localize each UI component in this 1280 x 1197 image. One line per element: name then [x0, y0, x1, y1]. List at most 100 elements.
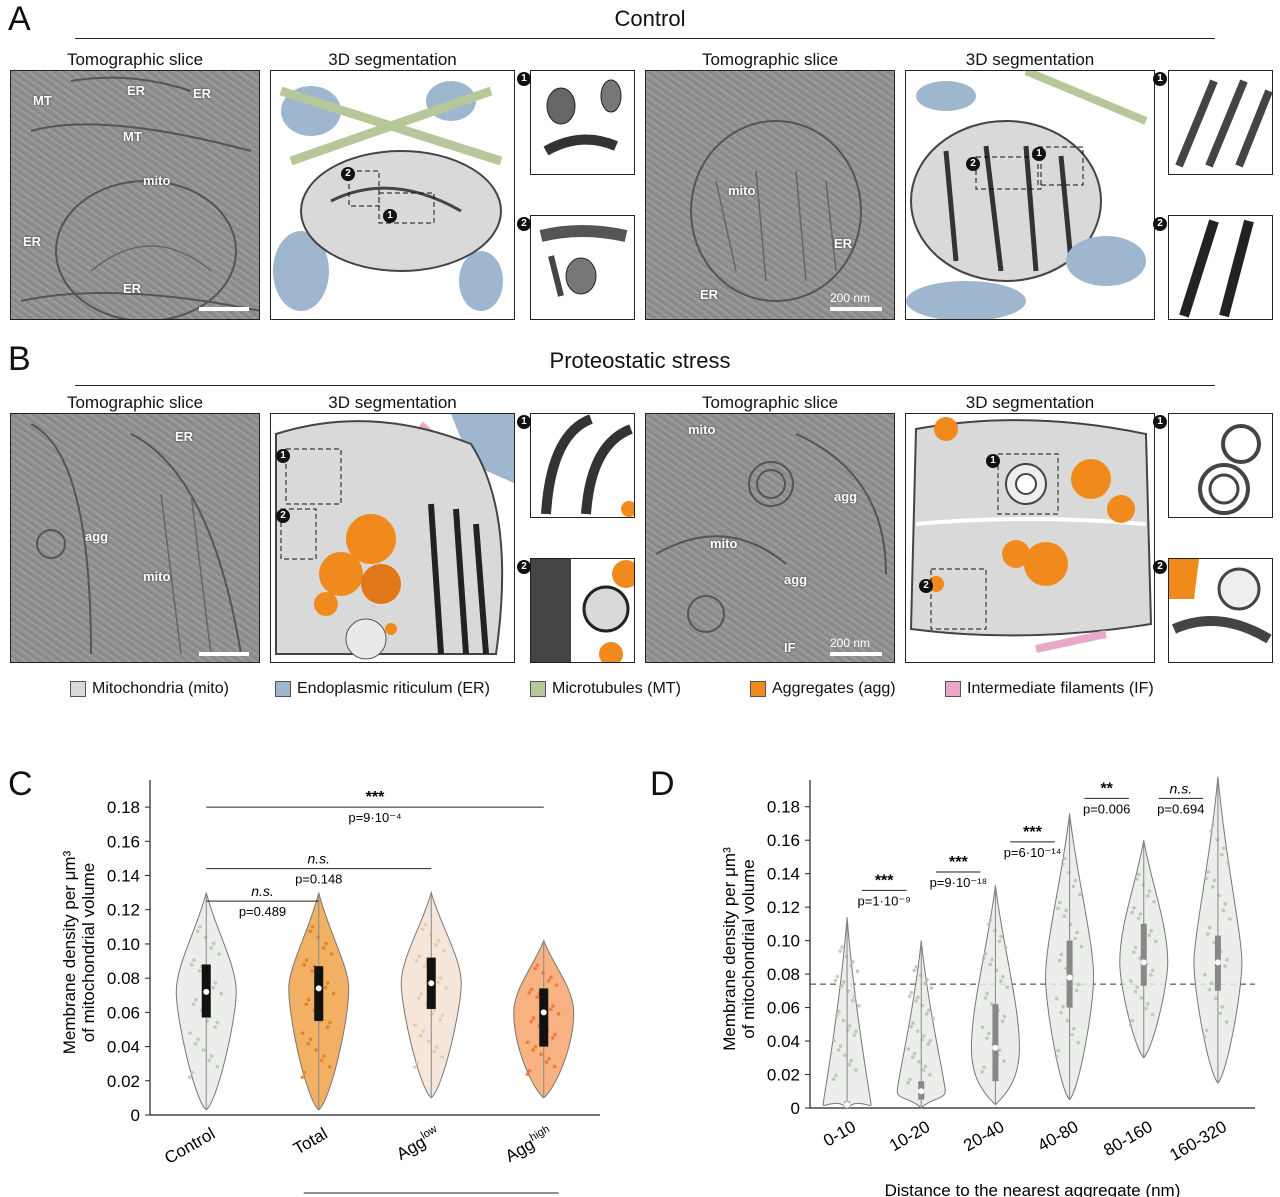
violin-point — [548, 1007, 553, 1012]
violin-point — [983, 951, 988, 956]
x-tick-label-3: Agglow — [393, 1123, 444, 1164]
panel-b-rule — [75, 385, 1215, 386]
violin-point — [1076, 982, 1081, 987]
violin-point — [1150, 1012, 1155, 1017]
violin-point — [535, 995, 539, 999]
b-inset-right-badge-2: 2 — [1153, 560, 1167, 574]
violin-point — [849, 1058, 854, 1063]
violin-point — [193, 1042, 198, 1046]
a-seg-left-badge-1: 1 — [383, 209, 397, 223]
y-tick-label: 0.08 — [107, 969, 140, 988]
violin-point — [833, 978, 838, 983]
violin-point — [840, 984, 844, 988]
violin-point — [980, 1069, 985, 1074]
a-label-mito: mito — [143, 173, 171, 188]
legend-er: Endoplasmic riticulum (ER) — [275, 680, 490, 698]
violin-point — [1214, 996, 1218, 1001]
violin-point — [990, 957, 994, 962]
violin-point — [419, 992, 423, 996]
violin-point — [906, 1081, 910, 1085]
violin-box-2 — [314, 966, 324, 1021]
b-seg-right-render — [909, 417, 1153, 653]
violin-point — [1223, 964, 1227, 969]
violin-point — [837, 1009, 841, 1014]
violin-point — [531, 1048, 535, 1052]
violin-point — [331, 991, 336, 996]
violin-point — [327, 1064, 332, 1069]
a-seg-right-badge-1: 1 — [1032, 147, 1046, 161]
violin-point — [417, 954, 421, 959]
p-value-2: p=9·10⁻¹⁸ — [930, 875, 988, 890]
violin-point — [847, 1062, 852, 1067]
violin-point — [201, 1048, 206, 1052]
violin-point — [854, 1029, 858, 1034]
violin-point — [189, 962, 194, 967]
y-tick-label: 0.14 — [767, 865, 800, 884]
a-subtitle-4: 3D segmentation — [965, 50, 1095, 69]
violin-point — [1078, 892, 1082, 897]
violin-point — [438, 1017, 442, 1022]
a-scalebar-right — [830, 307, 882, 311]
p-value-3: p=9·10⁻⁴ — [348, 810, 401, 825]
legend-label-er: Endoplasmic riticulum (ER) — [297, 680, 490, 697]
violin-point — [219, 991, 223, 996]
violin-point — [428, 933, 433, 937]
violin-point — [1002, 1059, 1006, 1063]
b-inset-left-badge-2: 2 — [517, 560, 531, 574]
b-inset-left-2 — [530, 558, 635, 663]
violin-median-1 — [844, 1101, 851, 1108]
b-subtitle-1: Tomographic slice — [66, 393, 204, 412]
b-tomo-left-membranes — [30, 423, 242, 655]
violin-point — [547, 1057, 551, 1061]
violin-point — [306, 997, 311, 1002]
y-axis-label-line2: of mitochondrial volume — [739, 859, 758, 1039]
violin-point — [207, 1058, 212, 1063]
violin-point — [1005, 985, 1010, 990]
violin-point — [1147, 889, 1152, 893]
a-inset-right-1-render — [1175, 79, 1272, 168]
violin-point — [1145, 893, 1150, 898]
x-tick-label-2: 10-20 — [886, 1117, 933, 1155]
violin-point — [1215, 837, 1220, 842]
violin-point — [1054, 1054, 1059, 1059]
violin-point — [211, 941, 216, 946]
violin-point — [917, 1060, 921, 1064]
a-inset-left-2 — [530, 215, 635, 320]
a-label-mt-2: MT — [123, 129, 142, 144]
violin-point — [1212, 878, 1217, 883]
violin-point — [1057, 958, 1062, 963]
violin-point — [1146, 1002, 1150, 1006]
violin-point — [213, 981, 218, 985]
a-seg-left-badge-2: 2 — [341, 167, 355, 181]
violin-point — [211, 985, 215, 990]
a-scale-label: 200 nm — [830, 291, 871, 305]
p-value-5: p=0.694 — [1157, 801, 1204, 816]
violin-point — [329, 952, 334, 956]
violin-point — [836, 1048, 841, 1052]
violin-point — [1220, 852, 1224, 857]
y-tick-label: 0.12 — [767, 898, 800, 917]
a-seg-left-render — [273, 81, 503, 311]
violin-point — [835, 1013, 839, 1018]
violin-point — [1000, 1019, 1005, 1023]
violin-point — [326, 981, 330, 985]
violin-point — [907, 994, 912, 998]
violin-point — [535, 963, 540, 968]
violin-point — [1218, 1011, 1223, 1016]
violin-point — [308, 929, 312, 934]
violin-point — [302, 962, 307, 967]
violin-point — [422, 964, 427, 969]
violin-point — [832, 1077, 836, 1082]
violin-point — [1206, 932, 1210, 936]
violin-point — [844, 954, 849, 959]
b-right-label-mito-2: mito — [710, 536, 738, 551]
violin-point — [198, 924, 202, 929]
violin-median-1 — [203, 988, 210, 995]
violin-point — [209, 1054, 214, 1058]
violin-median-2 — [918, 1088, 925, 1095]
violin-point — [1221, 846, 1226, 851]
y-tick-label: 0.14 — [107, 867, 140, 886]
violin-point — [909, 990, 914, 995]
violin-point — [554, 983, 559, 987]
violin-point — [993, 928, 997, 933]
